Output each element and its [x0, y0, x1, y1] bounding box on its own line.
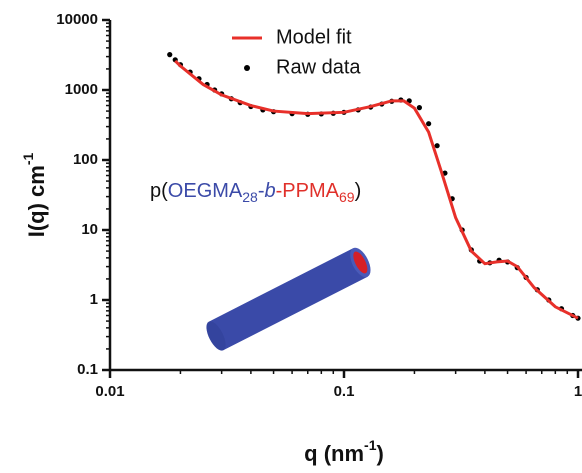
x-axis-label-text: q (nm: [304, 441, 364, 466]
y-tick-label: 100: [73, 151, 98, 168]
annotation-part: PPMA: [282, 180, 339, 202]
annotation-part: p(: [150, 180, 168, 202]
annotation-part: -: [276, 180, 283, 202]
y-tick-label: 10: [81, 221, 98, 238]
annotation-part: -: [258, 180, 265, 202]
annotation: p(OEGMA28-b-PPMA69): [150, 180, 361, 204]
x-tick-label: 1: [574, 383, 582, 400]
y-axis-label-text: I(q) cm: [24, 165, 49, 237]
x-axis-label-tail: ): [377, 441, 384, 466]
y-tick-label: 10000: [56, 11, 98, 28]
data-point: [426, 121, 432, 127]
x-axis-label-sup: -1: [364, 437, 377, 453]
data-point: [416, 105, 422, 111]
y-tick-label: 1: [90, 291, 98, 308]
cylinder-illustration: [206, 247, 371, 351]
data-point: [167, 52, 173, 58]
model-fit-line: [174, 59, 579, 320]
x-axis-label: q (nm-1): [304, 437, 384, 466]
y-tick-label: 0.1: [77, 361, 98, 378]
annotation-part: OEGMA: [168, 180, 243, 202]
annotation-part: b: [265, 180, 276, 202]
legend-label: Model fit: [276, 26, 352, 48]
annotation-part: 69: [339, 189, 355, 205]
annotation-part: ): [355, 180, 362, 202]
y-axis-label: I(q) cm-1: [20, 153, 49, 238]
annotation-part: 28: [242, 189, 258, 205]
y-axis-label-sup: -1: [20, 153, 36, 166]
legend-marker: [244, 65, 250, 71]
x-tick-label: 0.1: [334, 383, 355, 400]
x-tick-label: 0.01: [95, 383, 124, 400]
y-tick-label: 1000: [65, 81, 98, 98]
data-point: [434, 143, 440, 149]
legend-label: Raw data: [276, 56, 361, 78]
